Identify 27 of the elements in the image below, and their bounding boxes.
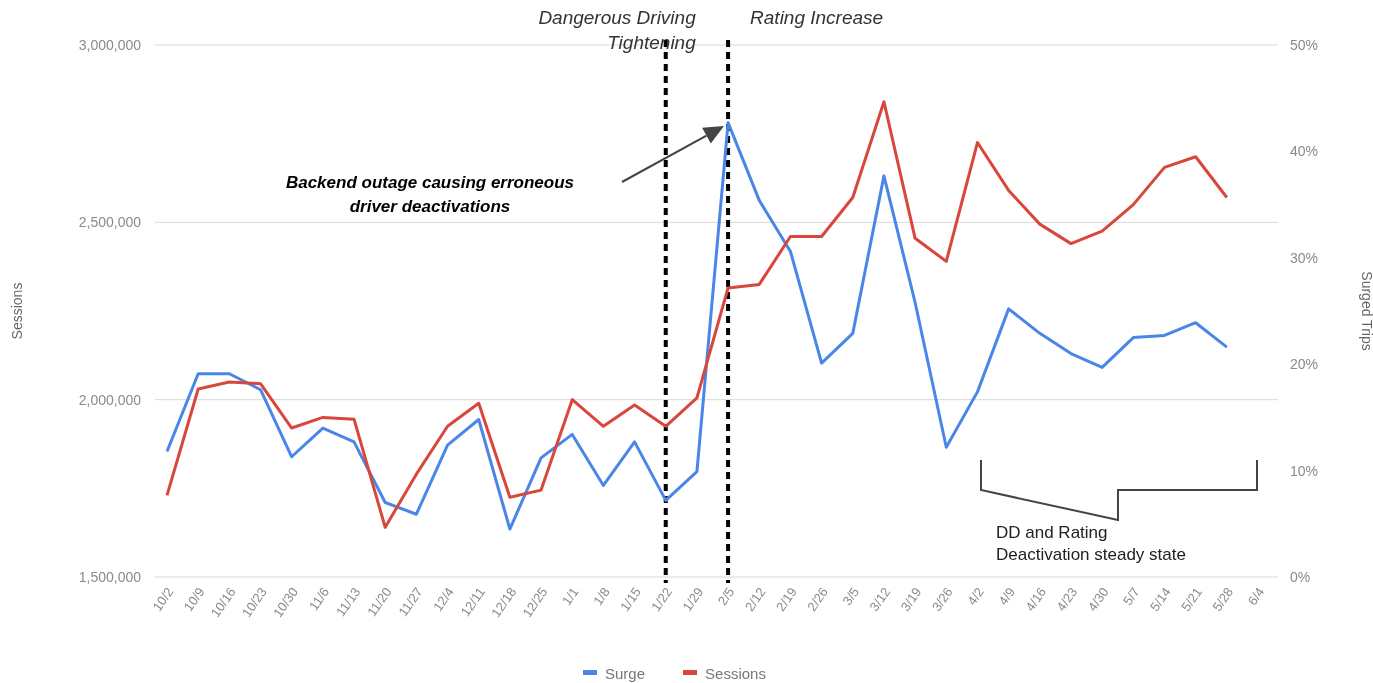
y2-tick-label: 20% xyxy=(1290,356,1319,373)
x-tick-label: 5/21 xyxy=(1178,584,1205,614)
x-tick-label: 1/1 xyxy=(558,584,582,608)
legend-label: Sessions xyxy=(705,665,766,682)
y-tick-label: 2,000,000 xyxy=(78,391,142,408)
legend-label: Surge xyxy=(605,665,646,682)
x-tick-label: 3/5 xyxy=(839,584,863,608)
y2-tick-label: 40% xyxy=(1290,143,1319,160)
ref-line-label: Rating Increase xyxy=(750,7,884,28)
y-tick-label: 3,000,000 xyxy=(78,36,142,53)
x-tick-label: 4/2 xyxy=(964,584,987,608)
x-tick-label: 2/5 xyxy=(714,584,738,608)
y2-tick-label: 50% xyxy=(1290,36,1319,53)
x-tick-label: 5/7 xyxy=(1120,584,1143,608)
y-axis-title: Sessions xyxy=(9,282,25,340)
y2-axis-title: Surged Trips xyxy=(1359,271,1373,351)
annotation: DD and Rating Deactivation steady state xyxy=(996,523,1186,564)
y2-tick-label: 10% xyxy=(1290,462,1319,479)
y-tick-label: 2,500,000 xyxy=(78,214,142,231)
y-tick-label: 1,500,000 xyxy=(78,568,142,585)
ref-line-label: Dangerous Driving Tightening xyxy=(538,7,697,53)
x-tick-label: 6/4 xyxy=(1244,584,1268,608)
y2-tick-label: 0% xyxy=(1290,568,1311,585)
y2-tick-label: 30% xyxy=(1290,249,1319,266)
annotation: Backend outage causing erroneous driver deactivations xyxy=(285,173,575,216)
x-tick-label: 4/9 xyxy=(995,584,1018,608)
x-tick-label: 1/8 xyxy=(590,584,613,608)
